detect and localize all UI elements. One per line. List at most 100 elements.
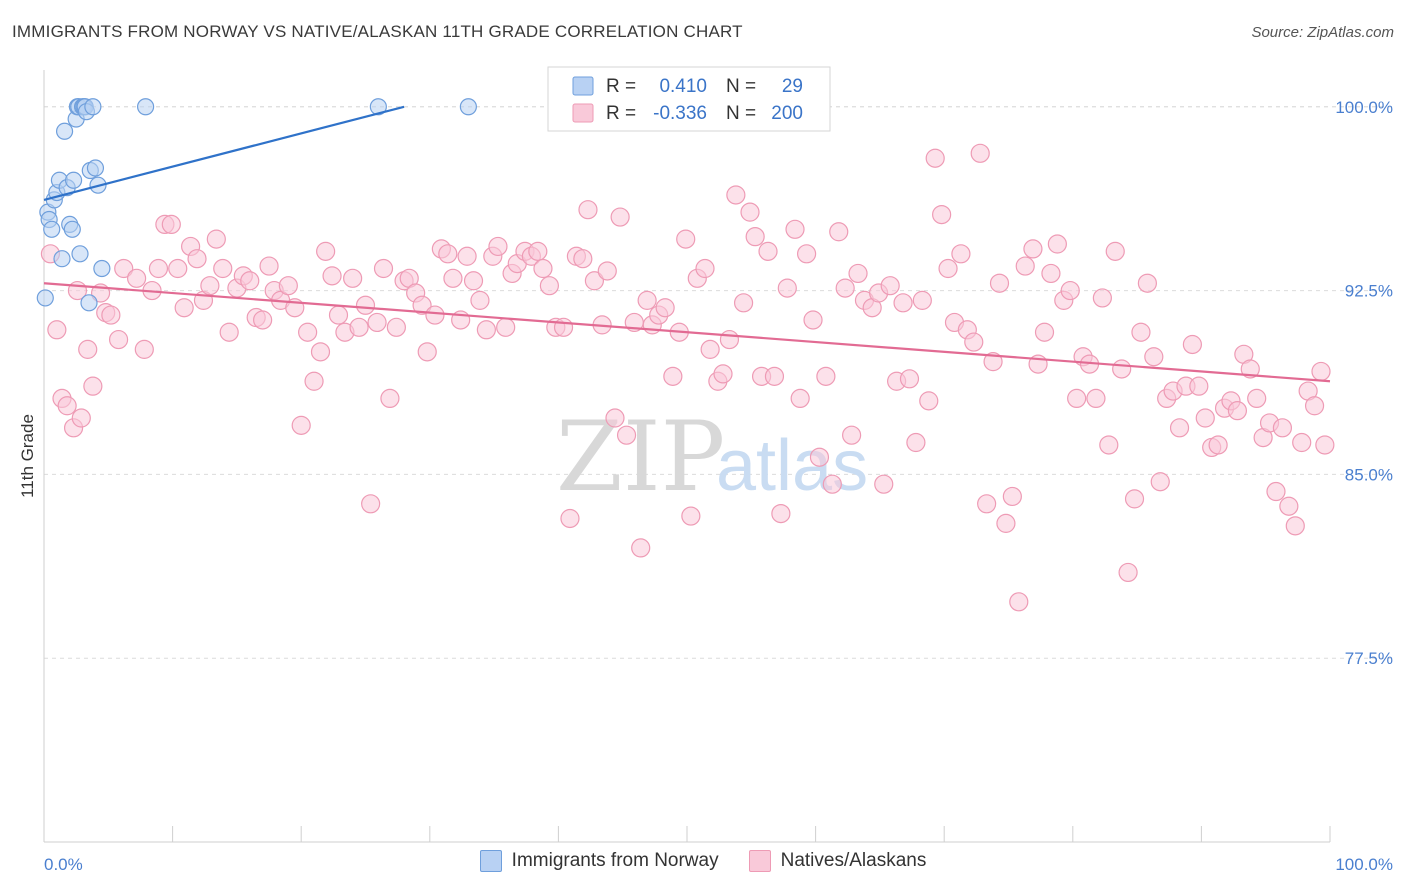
natives-point [726,185,746,205]
natives-point [560,508,580,529]
natives-point [298,322,318,342]
natives-point [1292,432,1312,453]
norway-point [36,289,54,307]
x-tick-label-end: 100.0% [1335,855,1393,874]
natives-point [1092,288,1112,308]
natives-point [1060,280,1080,301]
natives-point [822,474,842,494]
natives-point [1240,359,1260,379]
natives-point [310,342,331,362]
natives-point [126,268,147,288]
stats-legend-box [547,66,831,132]
natives-point [174,298,194,318]
natives-point [989,273,1010,293]
stats-swatch [572,76,594,96]
natives-point [304,371,324,391]
natives-point [835,278,855,298]
natives-point [777,278,797,298]
natives-point [893,293,913,313]
norway-point [63,220,81,238]
natives-point [584,271,605,291]
stats-r-value: -0.336 [653,103,707,124]
y-tick-label: 85.0% [1345,465,1393,484]
natives-point [676,229,696,249]
natives-point [278,276,298,296]
bottom-legend: Immigrants from Norway Natives/Alaskans [0,850,1406,872]
natives-point [457,246,477,266]
natives-point [899,369,920,389]
natives-point [380,388,400,409]
natives-point [578,200,598,220]
norway-point [53,250,71,268]
y-axis-label: 11th Grade [18,414,37,498]
natives-point [417,342,437,362]
natives-point [880,276,900,296]
natives-point [57,396,77,416]
natives-point [1118,562,1138,583]
stats-swatch [572,103,594,123]
natives-point [373,258,394,279]
natives-point [386,317,406,337]
norway-point [93,259,111,278]
natives-point [1144,347,1164,367]
natives-point [964,332,984,352]
natives-point [681,506,701,526]
natives-point [785,219,805,239]
norway-point [71,245,89,263]
natives-point [470,290,490,310]
natives-point [977,494,997,514]
natives-point [78,339,98,359]
natives-point [206,229,226,249]
natives-point [1124,489,1145,509]
natives-point [803,310,823,330]
natives-point [597,261,617,281]
natives-point [1009,592,1029,612]
natives-point [114,258,134,279]
watermark-zip: ZIP [556,401,725,513]
natives-point [553,317,574,337]
stats-r-label: R = [606,76,636,97]
norway-point [84,98,102,116]
natives-point [253,310,273,330]
natives-point [200,276,220,296]
natives-point [1311,361,1331,382]
natives-point [1247,388,1267,409]
natives-point [438,244,458,264]
natives-point [1227,401,1248,421]
natives-point [148,258,169,279]
natives-point [719,329,740,350]
natives-point [343,268,363,288]
natives-point [291,415,311,435]
stats-n-value: 29 [782,76,803,97]
natives-point [187,249,207,269]
natives-point [1272,418,1293,438]
natives-point [1086,388,1106,409]
natives-point [713,364,733,384]
natives-point [101,305,121,325]
natives-point [951,244,971,264]
norway-point [43,220,61,238]
natives-point [1112,359,1132,379]
stats-n-label: N = [726,103,756,124]
natives-point [1099,435,1119,455]
natives-point [637,290,657,310]
natives-point [533,258,553,279]
natives-legend-label: Natives/Alaskans [780,850,927,871]
natives-point [539,276,559,296]
natives-point [809,447,830,467]
stats-n-label: N = [726,76,756,97]
stats-r-label: R = [606,103,636,124]
natives-point [367,312,387,333]
natives-point [655,298,675,318]
natives-point [740,202,760,222]
natives-point [758,241,778,261]
natives-point [790,388,810,409]
norway-swatch [479,850,502,872]
x-tick-label-start: 0.0% [44,855,83,874]
natives-point [476,320,496,340]
natives-point [663,366,683,386]
natives-point [906,432,926,453]
natives-point [528,241,548,261]
natives-swatch [748,850,771,872]
